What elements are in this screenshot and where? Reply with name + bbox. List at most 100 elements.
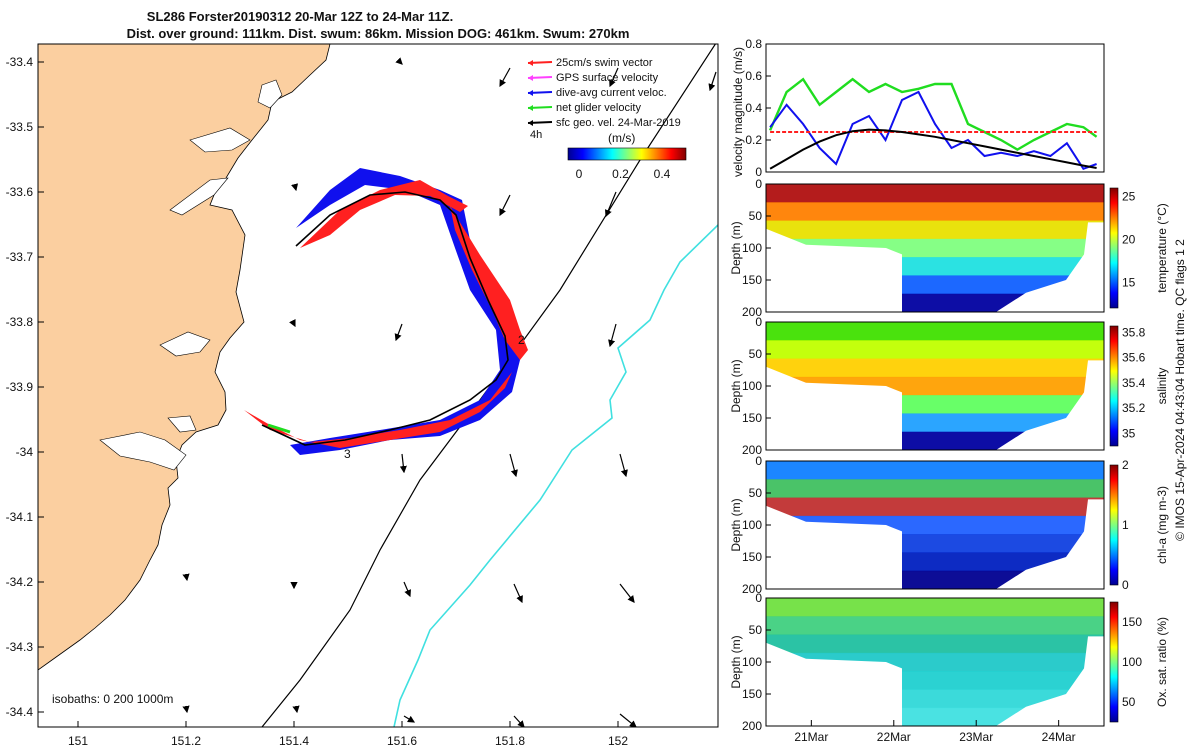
time-tick: 24Mar: [1042, 730, 1076, 744]
sfc-arrow: [604, 191, 617, 218]
sfc-arrow: [291, 183, 299, 192]
section-clabel: Ox. sat. ratio (%): [1155, 617, 1169, 707]
map-x-tick: 152: [608, 734, 628, 748]
depth-tick: 200: [742, 443, 762, 457]
net-glider-track: [261, 191, 509, 446]
figure-subtitle: Dist. over ground: 111km. Dist. swum: 86…: [127, 26, 630, 41]
colorbar-tick: 25: [1122, 190, 1136, 204]
sfc-arrow: [394, 323, 403, 342]
time-step-label: 4h: [530, 129, 542, 141]
colorbar-tick: 0: [1122, 578, 1129, 592]
depth-tick: 0: [755, 591, 762, 605]
sfc-arrow: [509, 453, 518, 478]
sfc-arrow: [619, 713, 637, 727]
map-y-tick: -34.2: [6, 575, 34, 589]
section-colorbar: [1109, 325, 1119, 447]
depth-tick: 150: [742, 411, 762, 425]
sfc-arrow: [513, 715, 525, 727]
sfc-arrow: [399, 453, 407, 474]
section-ylabel: Depth (m): [729, 359, 743, 412]
colorbar-tick: 100: [1122, 655, 1142, 669]
depth-tick: 100: [742, 655, 762, 669]
depth-tick: 0: [755, 315, 762, 329]
legend-label-2: dive-avg current veloc.: [556, 87, 667, 99]
arrow-left-icon: [528, 60, 533, 66]
sfc-arrow: [499, 67, 511, 88]
section-clabel: temperature (°C): [1155, 203, 1169, 293]
section-3: 0 50 100 150 200 Depth (m) 0 1 2 chl-a (mg m-3): [729, 454, 1169, 596]
sfc-arrow: [513, 583, 523, 604]
velocity-panel: 0 0.2 0.4 0.6 0.8 velocity magnitude (m/s): [731, 37, 1105, 179]
map-y-tick: -34.1: [6, 510, 34, 524]
depth-tick: 150: [742, 687, 762, 701]
velocity-y-tick: 0.8: [745, 37, 762, 51]
colorbar-tick: 1: [1122, 518, 1129, 532]
isobath-200m: [261, 44, 717, 727]
map-y-tick: -34: [16, 445, 34, 459]
sfc-arrow: [182, 573, 190, 582]
section-colorbar: [1109, 187, 1119, 309]
sfc-arrow: [403, 715, 416, 723]
colorbar-tick: 35.8: [1122, 325, 1146, 339]
speed-colorbar-ticks: 0 0.2 0.4: [576, 167, 671, 181]
speed-colorbar-tick: 0: [576, 167, 583, 181]
map-y-tick: -33.6: [6, 185, 34, 199]
sfc-arrow: [708, 71, 717, 92]
section-clabel: salinity: [1155, 368, 1169, 405]
velocity-series-line: [769, 90, 1097, 171]
isobaths-label: isobaths: 0 200 1000m: [52, 692, 173, 706]
velocity-series-line: [768, 77, 1098, 151]
sfc-arrow: [608, 323, 617, 348]
map-y-tick: -33.7: [6, 250, 34, 264]
velocity-y-tick: 0.6: [745, 69, 762, 83]
colorbar-tick: 20: [1122, 232, 1136, 246]
section-colorbar: [1109, 464, 1119, 586]
colorbar-tick: 35.4: [1122, 376, 1146, 390]
section-2: 0 50 100 150 200 Depth (m) 35 35.2 35.4 35.6 35.8 s…: [729, 315, 1169, 457]
depth-tick: 50: [749, 623, 763, 637]
map-x-tick: 151: [68, 734, 88, 748]
section-colorbar: [1109, 601, 1119, 723]
map-y-tick: -33.9: [6, 380, 34, 394]
depth-tick: 50: [749, 347, 763, 361]
map-y-tick: -33.4: [6, 55, 34, 69]
map-legend: 25cm/s swim vector GPS surface velocity di…: [527, 57, 681, 129]
depth-tick: 0: [755, 177, 762, 191]
map-x-tick: 151.2: [171, 734, 201, 748]
map-panel: 2 3 25cm/s swim vector GPS surface veloci…: [6, 43, 719, 748]
map-x-ticks: 151 151.2 151.4 151.6 151.8 152: [68, 721, 628, 748]
colorbar-tick: 15: [1122, 275, 1136, 289]
depth-tick: 100: [742, 379, 762, 393]
depth-tick: 50: [749, 209, 763, 223]
velocity-series-line: [769, 128, 1097, 170]
depth-tick: 100: [742, 241, 762, 255]
sfc-velocity-arrows: [182, 57, 717, 727]
arrow-left-icon: [528, 90, 533, 96]
depth-tick: 200: [742, 582, 762, 596]
section-ylabel: Depth (m): [729, 635, 743, 688]
velocity-series: [768, 77, 1098, 171]
colorbar-tick: 50: [1122, 695, 1136, 709]
depth-tick: 200: [742, 719, 762, 733]
map-y-tick: -34.4: [6, 705, 34, 719]
sfc-arrow: [289, 319, 296, 328]
velocity-y-tick: 0.4: [745, 101, 762, 115]
colorbar-title: (m/s): [608, 131, 635, 145]
track-label-2: 2: [518, 333, 525, 347]
colorbar-tick: 35.6: [1122, 351, 1146, 365]
colorbar-tick: 35: [1122, 426, 1136, 440]
legend-label-0: 25cm/s swim vector: [556, 57, 653, 69]
isobath-1000m: [393, 224, 718, 727]
colorbar-tick: 2: [1122, 458, 1129, 472]
map-x-tick: 151.4: [279, 734, 309, 748]
depth-tick: 200: [742, 305, 762, 319]
map-x-tick: 151.8: [495, 734, 525, 748]
velocity-y-ticks: 0 0.2 0.4 0.6 0.8: [745, 37, 771, 179]
track-label-3: 3: [344, 447, 351, 461]
legend-label-4: sfc geo. vel. 24-Mar-2019: [556, 117, 681, 129]
speed-colorbar-tick: 0.4: [654, 167, 671, 181]
arrow-left-icon: [528, 120, 533, 126]
section-ylabel: Depth (m): [729, 221, 743, 274]
